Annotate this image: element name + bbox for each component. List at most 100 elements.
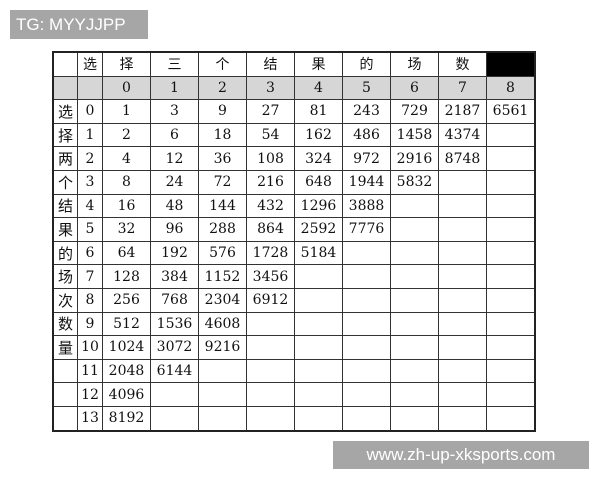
table-cell: 1536	[150, 311, 199, 337]
table-cell: 12	[150, 146, 199, 171]
table-cell: 5	[77, 217, 103, 242]
table-cell: 4096	[102, 382, 151, 407]
table-cell	[390, 217, 439, 242]
table-cell	[390, 311, 439, 337]
table-row: 两 2 4 12 36 108 324 972 2916 8748	[52, 146, 536, 171]
table-cell: 2916	[390, 146, 439, 171]
table-cell: 结	[246, 51, 295, 77]
table-cell: 数	[438, 51, 487, 77]
table-cell	[342, 382, 391, 407]
combination-table: 选择三个结果的场数 0 1 2 3 4 5 6 7 8 选 0 1 3 9 27 81 243 729 2187 656…	[52, 51, 536, 432]
table-cell: 8	[77, 287, 103, 313]
table-cell: 162	[294, 122, 343, 148]
table-cell: 432	[246, 193, 295, 219]
table-cell: 8	[102, 169, 151, 195]
table-cell: 2	[77, 146, 103, 171]
table-cell: 24	[150, 169, 199, 195]
table-cell	[342, 405, 391, 432]
table-cell: 256	[102, 287, 151, 313]
table-cell: 5184	[294, 240, 343, 266]
table-cell: 7	[77, 264, 103, 289]
table-cell: 3456	[246, 264, 295, 289]
table-row: 的 6 64 192 576 1728 5184	[52, 240, 536, 266]
table-cell: 11	[77, 358, 103, 384]
table-cell	[246, 335, 295, 360]
table-cell	[52, 405, 78, 432]
table-cell	[246, 358, 295, 384]
table-cell: 7	[438, 75, 487, 101]
table-cell	[438, 193, 487, 219]
table-cell: 3072	[150, 335, 199, 360]
table-cell: 2592	[294, 217, 343, 242]
table-cell: 1944	[342, 169, 391, 195]
table-cell: 729	[390, 99, 439, 124]
table-cell: 3	[150, 99, 199, 124]
table-cell: 选	[52, 99, 78, 124]
table-cell	[486, 193, 536, 219]
table-cell: 1458	[390, 122, 439, 148]
table-row: 数 9 512 1536 4608	[52, 311, 536, 337]
table-cell: 1728	[246, 240, 295, 266]
table-cell: 场	[52, 264, 78, 289]
table-cell	[77, 75, 103, 101]
table-cell	[390, 358, 439, 384]
table-cell: 5	[342, 75, 391, 101]
table-cell: 果	[52, 217, 78, 242]
table-cell	[294, 311, 343, 337]
table-cell: 8	[486, 75, 536, 101]
table-cell	[486, 287, 536, 313]
table-cell: 10	[77, 335, 103, 360]
table-cell: 6561	[486, 99, 536, 124]
table-cell	[390, 382, 439, 407]
table-cell	[294, 287, 343, 313]
table-cell: 0	[77, 99, 103, 124]
table-cell	[52, 51, 78, 77]
table-cell	[438, 335, 487, 360]
table-cell	[52, 75, 78, 101]
table-cell: 两	[52, 146, 78, 171]
table-cell	[486, 335, 536, 360]
table-cell: 1296	[294, 193, 343, 219]
table-cell	[486, 122, 536, 148]
table-cell	[486, 405, 536, 432]
table-cell: 1	[150, 75, 199, 101]
table-cell: 972	[342, 146, 391, 171]
table-cell	[486, 169, 536, 195]
table-cell: 864	[246, 217, 295, 242]
table-row: 13 8192	[52, 405, 536, 432]
table-cell: 场	[390, 51, 439, 77]
table-cell: 9	[198, 99, 247, 124]
table-cell: 16	[102, 193, 151, 219]
table-cell: 个	[198, 51, 247, 77]
table-cell: 2304	[198, 287, 247, 313]
table-cell	[198, 358, 247, 384]
table-cell	[198, 405, 247, 432]
table-cell: 3888	[342, 193, 391, 219]
table-cell	[486, 240, 536, 266]
table-cell: 三	[150, 51, 199, 77]
table-cell	[486, 146, 536, 171]
table-cell: 6	[150, 122, 199, 148]
table-cell: 7776	[342, 217, 391, 242]
table-cell	[390, 240, 439, 266]
table-cell	[390, 264, 439, 289]
table-cell: 择	[52, 122, 78, 148]
table-cell: 5832	[390, 169, 439, 195]
table-row: 选 0 1 3 9 27 81 243 729 2187 6561	[52, 99, 536, 124]
table-cell	[438, 287, 487, 313]
table-cell: 4374	[438, 122, 487, 148]
table-cell: 4608	[198, 311, 247, 337]
table-cell: 81	[294, 99, 343, 124]
table-cell	[438, 169, 487, 195]
table-cell	[150, 382, 199, 407]
table-cell: 18	[198, 122, 247, 148]
table-cell: 9	[77, 311, 103, 337]
table-cell	[342, 335, 391, 360]
table-cell	[438, 240, 487, 266]
table-cell: 72	[198, 169, 247, 195]
table-cell: 36	[198, 146, 247, 171]
table-cell	[246, 382, 295, 407]
table-cell: 288	[198, 217, 247, 242]
table-cell	[486, 382, 536, 407]
